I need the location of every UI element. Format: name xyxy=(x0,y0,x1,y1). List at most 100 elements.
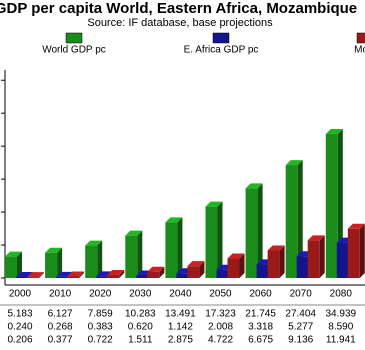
bar-face xyxy=(159,266,165,278)
bar-face xyxy=(136,275,149,278)
bar xyxy=(165,217,183,278)
bar-face xyxy=(297,160,303,278)
bar xyxy=(187,261,205,278)
bar xyxy=(307,235,325,278)
bar xyxy=(125,230,143,278)
bar-face xyxy=(325,129,343,135)
bar-face xyxy=(319,235,325,278)
bar-face xyxy=(217,201,223,278)
table-cell: 0.206 xyxy=(7,335,32,346)
bar-face xyxy=(216,269,229,278)
table-cell: 10.283 xyxy=(125,309,156,320)
table-cell: 34.939 xyxy=(326,309,357,320)
table-cell: 0.268 xyxy=(48,322,73,333)
table-cell: 1.142 xyxy=(168,322,193,333)
bar-face xyxy=(97,240,103,278)
bar-face xyxy=(267,245,285,251)
bar-face xyxy=(177,217,183,278)
table-cell: 1.511 xyxy=(128,335,153,346)
x-tick-label: 2050 xyxy=(209,289,232,300)
table-cell: 2.008 xyxy=(208,322,233,333)
x-tick-label: 2000 xyxy=(9,289,32,300)
table-cell: 11.941 xyxy=(326,335,356,346)
bar-face xyxy=(256,264,269,278)
table-cell: 27.404 xyxy=(285,309,316,320)
bar-face xyxy=(296,256,309,278)
table-cell: 7.859 xyxy=(88,309,113,320)
bar-face xyxy=(5,256,17,278)
table-cell: 9.136 xyxy=(288,335,313,346)
table-cell: 5.183 xyxy=(7,309,32,320)
bar-face xyxy=(347,228,360,278)
bar-face xyxy=(45,252,58,278)
table-cell: 13.491 xyxy=(165,309,196,320)
bar-face xyxy=(45,247,63,253)
bar-face xyxy=(67,271,85,277)
bar xyxy=(245,183,263,278)
bar-face xyxy=(176,273,189,278)
bar-face xyxy=(16,277,28,278)
table-cell: 3.318 xyxy=(248,322,273,333)
legend-label: Moz. xyxy=(354,45,365,56)
bar-face xyxy=(27,272,44,278)
bar xyxy=(5,251,22,278)
bar xyxy=(227,253,245,278)
x-tick-label: 2020 xyxy=(89,289,112,300)
bar-face xyxy=(56,276,69,278)
table-cell: 17.323 xyxy=(205,309,236,320)
bar-face xyxy=(67,276,80,278)
x-tick-label: 2060 xyxy=(249,289,272,300)
bar-face xyxy=(205,206,218,278)
bar-face xyxy=(107,275,120,278)
bar-face xyxy=(245,183,263,189)
bar-face xyxy=(205,201,223,207)
chart-title: GDP per capita World, Eastern Africa, Mo… xyxy=(0,0,357,17)
bar-face xyxy=(227,258,240,278)
bar-face xyxy=(227,253,245,259)
table-cell: 0.722 xyxy=(88,335,113,346)
bar-face xyxy=(119,270,125,278)
bar xyxy=(85,240,103,278)
table-cell: 2.875 xyxy=(168,335,193,346)
x-tick-label: 2070 xyxy=(290,289,313,300)
bar xyxy=(347,223,365,278)
bar-face xyxy=(57,247,63,278)
x-tick-label: 2040 xyxy=(169,289,192,300)
bar xyxy=(45,247,63,278)
bar-face xyxy=(39,272,44,278)
bar xyxy=(267,245,285,278)
bar-face xyxy=(165,222,178,278)
bar-face xyxy=(125,235,138,278)
bar xyxy=(147,266,165,278)
bar-face xyxy=(325,134,338,278)
bar-face xyxy=(85,240,103,246)
x-tick-label: 2010 xyxy=(49,289,72,300)
bar-face xyxy=(187,261,205,267)
bar-face xyxy=(125,230,143,236)
bar-face xyxy=(96,276,109,278)
bar xyxy=(27,272,44,278)
legend-swatch xyxy=(356,32,365,44)
bar-face xyxy=(5,251,22,257)
bar-face xyxy=(79,271,85,278)
bar-face xyxy=(336,242,349,278)
table-cell: 21.745 xyxy=(245,309,276,320)
table-cell: 0.383 xyxy=(88,322,113,333)
legend-swatch xyxy=(212,32,230,44)
table-cell: 8.590 xyxy=(328,322,353,333)
bar-face xyxy=(165,217,183,223)
bar-face xyxy=(107,270,125,276)
bar-face xyxy=(285,165,298,278)
bar-face xyxy=(85,245,98,278)
bar-face xyxy=(239,253,245,278)
bar-face xyxy=(359,223,365,278)
chart-subtitle: Source: IF database, base projections xyxy=(87,17,273,29)
bar xyxy=(107,270,125,278)
table-cell: 0.377 xyxy=(48,335,73,346)
x-tick-label: 2080 xyxy=(330,289,353,300)
bar-face xyxy=(307,235,325,241)
x-tick-label: 2030 xyxy=(129,289,152,300)
table-cell: 0.620 xyxy=(128,322,153,333)
bar-face xyxy=(257,183,263,278)
bar-face xyxy=(17,251,22,278)
